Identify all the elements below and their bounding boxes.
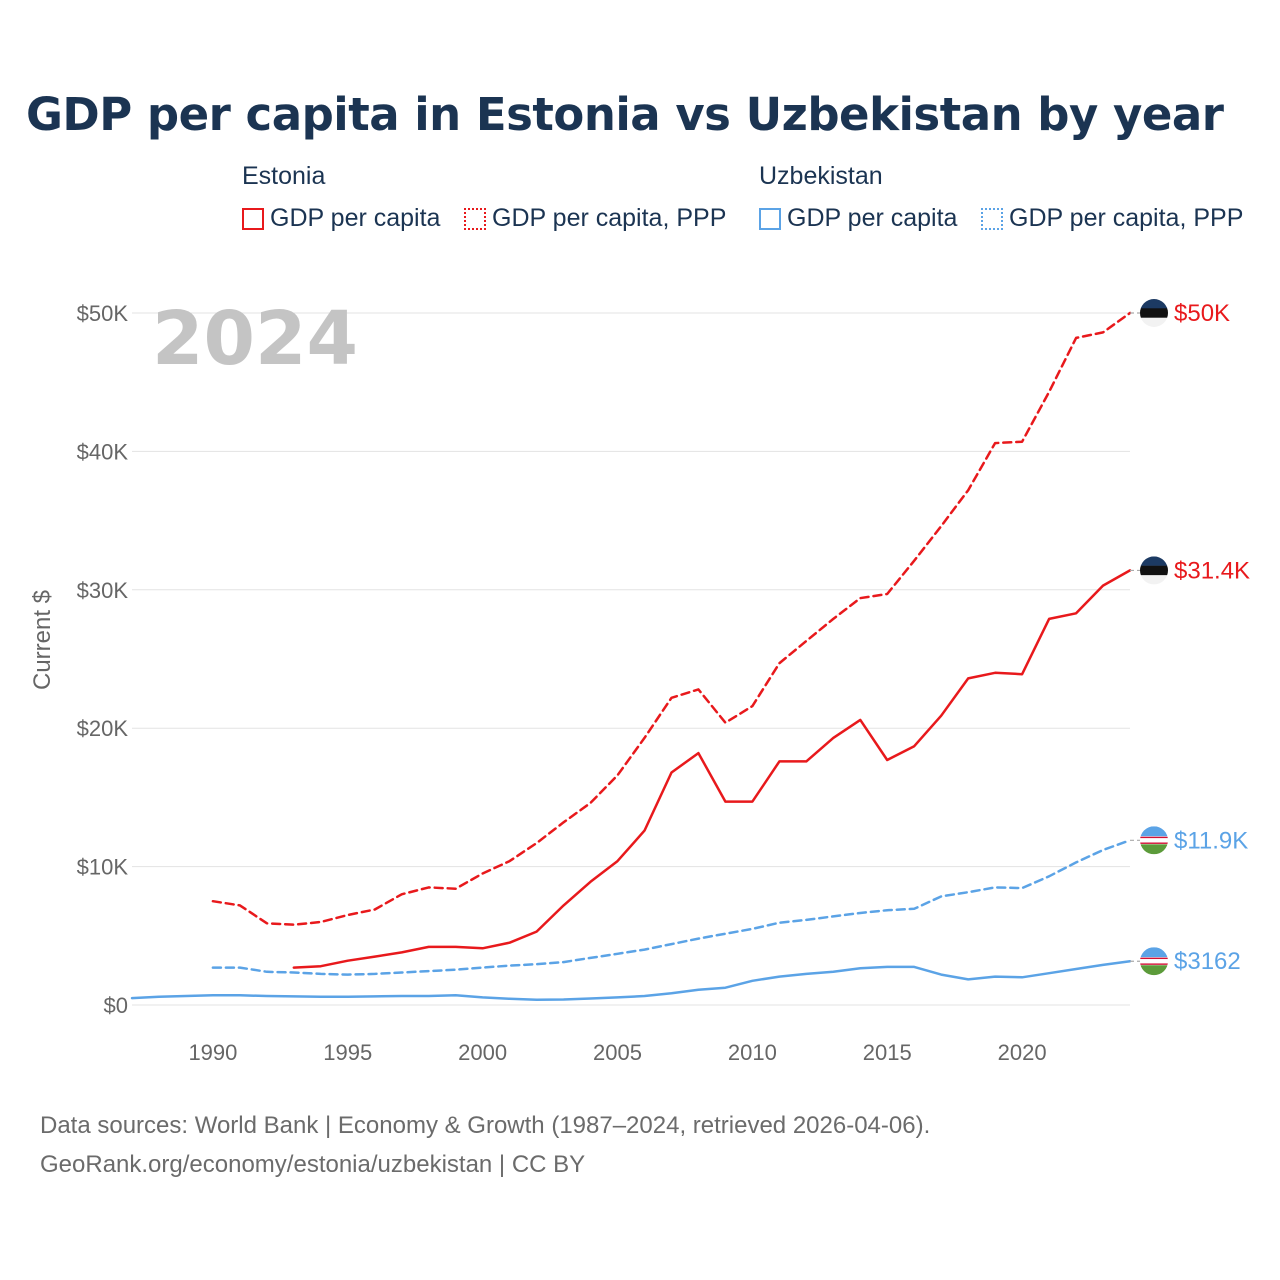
series-line-3 xyxy=(211,839,1132,976)
legend-uzbekistan-gdp-ppp[interactable]: GDP per capita, PPP xyxy=(981,204,1243,233)
y-tick-label: $0 xyxy=(104,993,128,1018)
flag-white-band xyxy=(1140,836,1168,845)
flag-blue-band xyxy=(1140,299,1168,309)
x-tick-label: 2015 xyxy=(863,1040,912,1065)
legend-label: GDP per capita xyxy=(787,204,958,232)
end-value-label: $31.4K xyxy=(1174,557,1250,584)
x-tick-label: 2000 xyxy=(458,1040,507,1065)
x-axis-ticks: 1990 1995 2000 2005 2010 2015 2020 xyxy=(188,1040,1046,1065)
estonia-flag-icon xyxy=(1140,556,1168,585)
series-line-2 xyxy=(130,959,1132,1001)
source-line-1: Data sources: World Bank | Economy & Gro… xyxy=(40,1112,931,1139)
flag-red-stripe xyxy=(1140,836,1168,839)
flag-red-stripe xyxy=(1140,963,1168,965)
legend-swatch-dotted-red xyxy=(464,207,486,230)
legend-swatch-solid-red xyxy=(242,207,264,230)
series-layer xyxy=(130,311,1132,1001)
x-tick-label: 1990 xyxy=(188,1040,237,1065)
y-tick-label: $30K xyxy=(77,578,129,603)
estonia-flag-icon xyxy=(1140,299,1168,327)
y-tick-label: $50K xyxy=(77,301,129,326)
flag-green-band xyxy=(1140,844,1168,855)
flag-black-band xyxy=(1140,565,1168,576)
flag-blue-band xyxy=(1140,826,1168,837)
flag-blue-band xyxy=(1140,947,1168,958)
end-markers: $31.4K $50K $3162 $11.9K xyxy=(1130,299,1250,976)
x-tick-label: 2005 xyxy=(593,1040,642,1065)
legend-swatch-solid-blue xyxy=(759,207,781,230)
uzbekistan-flag-icon xyxy=(1140,947,1168,976)
legend-uzbekistan-gdp[interactable]: GDP per capita xyxy=(759,204,957,233)
series-line-0 xyxy=(292,569,1132,969)
legend-label: GDP per capita xyxy=(270,204,441,232)
y-tick-label: $40K xyxy=(77,439,129,464)
chart-title: GDP per capita in Estonia vs Uzbekistan … xyxy=(26,88,1224,141)
flag-white-band xyxy=(1140,957,1168,966)
y-tick-label: $10K xyxy=(77,855,129,880)
y-axis-ticks: $0 $10K $20K $30K $40K $50K xyxy=(77,301,129,1018)
grid-lines xyxy=(132,312,1130,1006)
flag-green-band xyxy=(1140,965,1168,976)
series-line-1 xyxy=(211,311,1132,926)
flag-red-stripe xyxy=(1140,842,1168,844)
uzbekistan-flag-icon xyxy=(1140,826,1168,855)
y-axis-label: Current $ xyxy=(29,590,56,690)
x-tick-label: 2010 xyxy=(728,1040,777,1065)
legend-swatch-dotted-blue xyxy=(981,207,1003,230)
year-watermark: 2024 xyxy=(152,296,358,382)
legend-group-estonia: Estonia xyxy=(242,162,326,190)
legend-label: GDP per capita, PPP xyxy=(492,204,727,232)
flag-red-stripe xyxy=(1140,957,1168,960)
flag-black-band xyxy=(1140,308,1168,318)
x-tick-label: 1995 xyxy=(323,1040,372,1065)
end-value-label: $50K xyxy=(1174,300,1230,327)
legend-label: GDP per capita, PPP xyxy=(1009,204,1244,232)
chart-plot-area: $0 $10K $20K $30K $40K $50K 1990 1995 2000 2005 2… xyxy=(29,296,1250,1065)
source-line-2[interactable]: GeoRank.org/economy/estonia/uzbekistan |… xyxy=(40,1151,586,1178)
end-value-label: $3162 xyxy=(1174,948,1241,975)
legend-estonia-gdp-ppp[interactable]: GDP per capita, PPP xyxy=(464,204,726,233)
y-tick-label: $20K xyxy=(77,716,129,741)
end-value-label: $11.9K xyxy=(1174,827,1248,854)
flag-blue-band xyxy=(1140,556,1168,566)
legend-group-uzbekistan: Uzbekistan xyxy=(759,162,883,190)
source-note: Data sources: World Bank | Economy & Gro… xyxy=(40,1106,930,1184)
x-tick-label: 2020 xyxy=(998,1040,1047,1065)
legend-estonia-gdp[interactable]: GDP per capita xyxy=(242,204,440,233)
